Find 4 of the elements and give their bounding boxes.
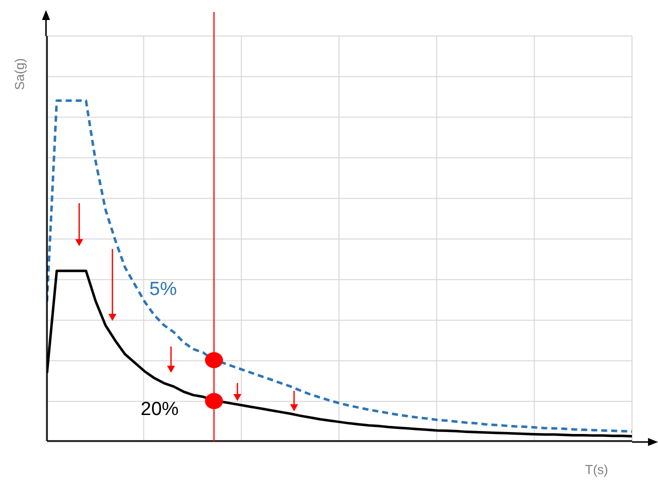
x-axis-title: T(s)	[585, 462, 608, 477]
y-axis-title: Sa(g)	[12, 58, 27, 90]
series-label: 20%	[140, 399, 179, 420]
series-label: 5%	[149, 278, 177, 300]
